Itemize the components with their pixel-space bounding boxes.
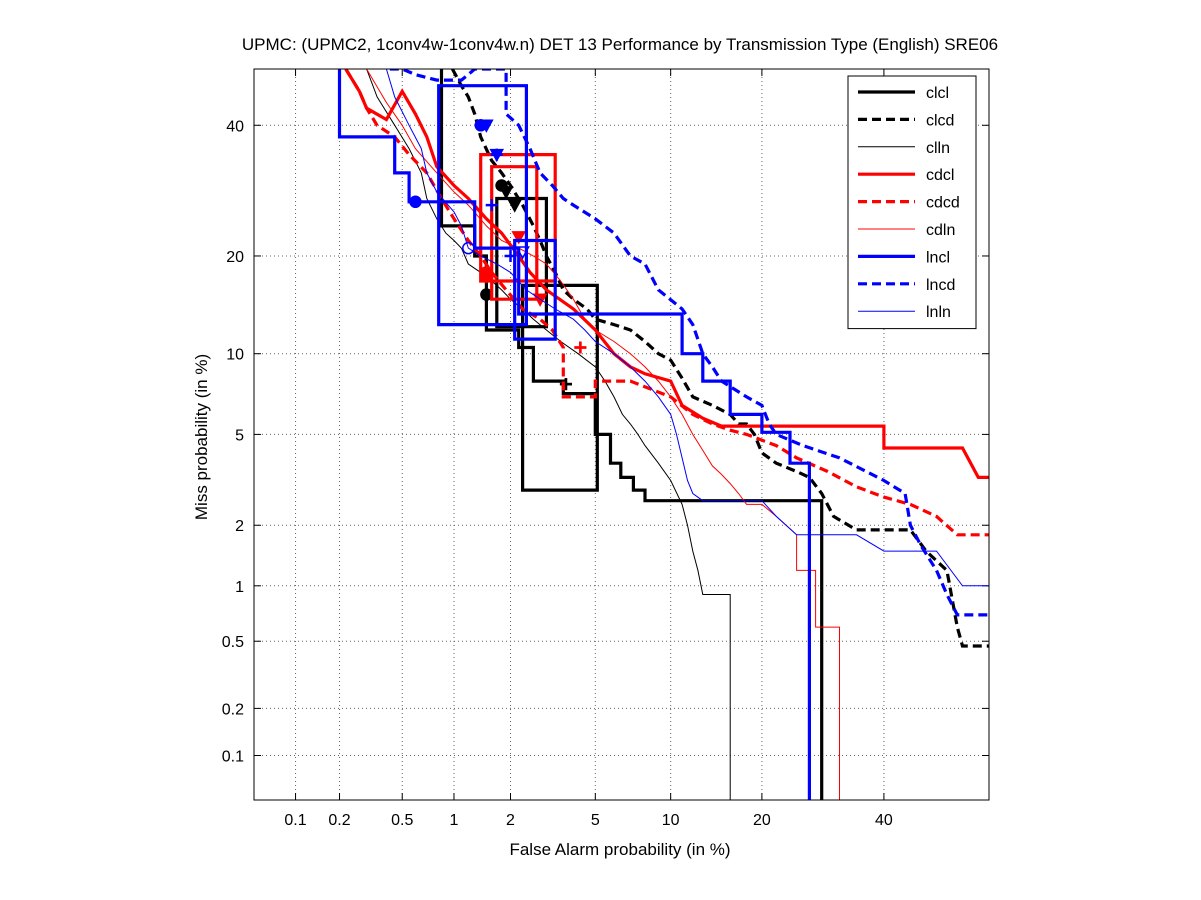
series-line-lncd bbox=[389, 69, 989, 617]
x-tick-label: 10 bbox=[662, 812, 680, 829]
legend-label-cdcl: cdcl bbox=[926, 167, 954, 184]
y-axis-label: Miss probability (in %) bbox=[192, 354, 211, 520]
legend-box bbox=[847, 75, 977, 330]
chart-title: UPMC: (UPMC2, 1conv4w-1conv4w.n) DET 13 … bbox=[242, 35, 998, 54]
x-tick-label: 2 bbox=[506, 812, 515, 829]
min-dcf-marker-cdcd bbox=[511, 231, 526, 245]
y-tick-label: 20 bbox=[226, 249, 244, 266]
legend-label-clln: clln bbox=[926, 140, 950, 157]
series-line-lncl bbox=[337, 69, 812, 800]
dcf-box-clcl bbox=[520, 283, 599, 492]
plot-frame bbox=[253, 68, 990, 801]
legend-label-cdcd: cdcd bbox=[926, 195, 960, 212]
series-line-cdcd bbox=[344, 69, 989, 537]
x-tick-label: 20 bbox=[753, 812, 771, 829]
x-tick-label: 0.2 bbox=[328, 812, 350, 829]
min-dcf-marker-clcd bbox=[507, 199, 522, 213]
y-tick-label: 0.2 bbox=[222, 701, 244, 718]
tick-labels: 0.1 0.2 0.5 1 2 5 10 20 40 0.1 0.2 0.5 1 2 5 10 20 40 bbox=[222, 118, 893, 829]
eer-marker-clcd bbox=[495, 179, 508, 192]
y-tick-label: 0.5 bbox=[222, 634, 244, 651]
eer-marker-cdcd bbox=[480, 270, 493, 283]
legend-label-clcd: clcd bbox=[926, 112, 954, 129]
act-dcf-marker-lnln bbox=[504, 249, 517, 262]
legend: clcl clcd clln cdcl cdcd cdln lncl lncd lnln bbox=[847, 75, 977, 330]
x-axis-label: False Alarm probability (in %) bbox=[509, 840, 730, 859]
legend-label-lncl: lncl bbox=[926, 249, 950, 266]
x-tick-label: 5 bbox=[591, 812, 600, 829]
x-tick-label: 1 bbox=[450, 812, 459, 829]
x-tick-label: 40 bbox=[875, 812, 893, 829]
min-dcf-marker-lnln bbox=[515, 246, 530, 260]
legend-label-cdln: cdln bbox=[926, 222, 955, 239]
legend-label-lnln: lnln bbox=[926, 304, 951, 321]
dcf-box-lncl bbox=[513, 238, 557, 341]
y-tick-label: 40 bbox=[226, 118, 244, 135]
y-tick-label: 5 bbox=[235, 427, 244, 444]
y-tick-label: 0.1 bbox=[222, 749, 244, 766]
series-line-lnln bbox=[385, 69, 989, 587]
dcf-box-lncl bbox=[437, 84, 529, 327]
series-layer bbox=[337, 69, 989, 800]
y-tick-label: 2 bbox=[235, 518, 244, 535]
eer-marker-lnln bbox=[462, 241, 475, 255]
eer-marker-lncl bbox=[409, 195, 422, 209]
x-tick-label: 0.1 bbox=[284, 812, 306, 829]
series-line-clcd bbox=[450, 69, 989, 648]
series-group bbox=[337, 69, 989, 800]
series-line-clln bbox=[366, 69, 731, 800]
x-tick-label: 0.5 bbox=[391, 812, 413, 829]
act-dcf-marker-cdcd bbox=[574, 341, 587, 354]
legend-label-clcl: clcl bbox=[926, 85, 949, 102]
eer-marker-lncd bbox=[474, 119, 487, 132]
min-dcf-marker-lncd bbox=[489, 148, 505, 163]
legend-label-lncd: lncd bbox=[926, 277, 955, 294]
y-tick-label: 1 bbox=[235, 579, 244, 596]
act-dcf-marker-lncd bbox=[485, 199, 498, 212]
y-tick-label: 10 bbox=[226, 347, 244, 364]
